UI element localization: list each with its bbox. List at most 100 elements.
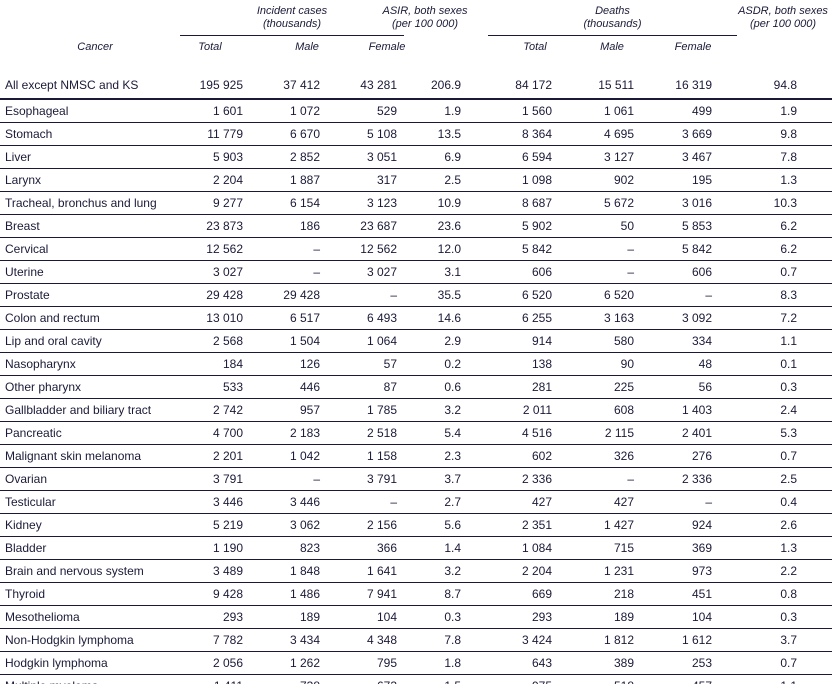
value-cell: 3 434: [245, 628, 322, 652]
value-cell: 29 428: [245, 283, 322, 307]
cancer-name-cell: Pancreatic: [0, 421, 168, 445]
value-cell: 23 873: [168, 214, 245, 238]
value-cell: 457: [638, 674, 716, 684]
value-cell: 451: [638, 582, 716, 606]
value-cell: 29 428: [168, 283, 245, 307]
value-cell: 5 842: [638, 237, 716, 261]
table-row: Mesothelioma 293 189 104 0.3 293 189 104 0.3: [0, 605, 832, 629]
value-cell: –: [245, 260, 322, 284]
value-cell: 518: [556, 674, 638, 684]
value-cell: 6.2: [716, 237, 832, 261]
value-cell: 2.5: [399, 168, 465, 192]
value-cell: 2 401: [638, 421, 716, 445]
cancer-name-cell: Prostate: [0, 283, 168, 307]
value-cell: 580: [556, 329, 638, 353]
table-row: Cervical 12 562–12 562 12.0 5 842–5 842 6.2: [0, 237, 832, 261]
value-cell: 669: [465, 582, 556, 606]
value-cell: –: [556, 260, 638, 284]
value-cell: 2 011: [465, 398, 556, 422]
cancer-name-cell: Esophageal: [0, 99, 168, 123]
value-cell: 1 812: [556, 628, 638, 652]
group-header-incident-cases: Incident cases (thousands): [180, 5, 404, 36]
value-cell: 3 092: [638, 306, 716, 330]
value-cell: 3 446: [245, 490, 322, 514]
group-header-incident-line1: Incident cases: [256, 5, 328, 17]
value-cell: 0.7: [716, 444, 832, 468]
group-header-asir-line2: (per 100 000): [391, 18, 459, 30]
value-cell: 12.0: [399, 237, 465, 261]
value-cell: 13.5: [399, 122, 465, 146]
cancer-name-cell: Testicular: [0, 490, 168, 514]
group-header-asdr-line1: ASDR, both sexes: [738, 5, 828, 17]
value-cell: 1 785: [322, 398, 399, 422]
value-cell: 924: [638, 513, 716, 537]
value-cell: 3 791: [168, 467, 245, 491]
value-cell: 12 562: [168, 237, 245, 261]
value-cell: 1 042: [245, 444, 322, 468]
value-cell: 87: [322, 375, 399, 399]
value-cell: 366: [322, 536, 399, 560]
cancer-name-cell: Hodgkin lymphoma: [0, 651, 168, 675]
value-cell: 195 925: [168, 62, 245, 100]
cancer-name-cell: Liver: [0, 145, 168, 169]
value-cell: 7 941: [322, 582, 399, 606]
value-cell: 823: [245, 536, 322, 560]
value-cell: 10.9: [399, 191, 465, 215]
value-cell: 57: [322, 352, 399, 376]
value-cell: 715: [556, 536, 638, 560]
value-cell: 1 486: [245, 582, 322, 606]
value-cell: 1.4: [399, 536, 465, 560]
value-cell: 1 084: [465, 536, 556, 560]
value-cell: 6 594: [465, 145, 556, 169]
value-cell: 3 016: [638, 191, 716, 215]
value-cell: 138: [465, 352, 556, 376]
value-cell: 94.8: [716, 62, 832, 100]
cancer-name-cell: Uterine: [0, 260, 168, 284]
value-cell: 1 848: [245, 559, 322, 583]
value-cell: 1 403: [638, 398, 716, 422]
value-cell: 4 700: [168, 421, 245, 445]
value-cell: 13 010: [168, 306, 245, 330]
value-cell: 6 493: [322, 306, 399, 330]
value-cell: 2.7: [399, 490, 465, 514]
value-cell: 8 364: [465, 122, 556, 146]
value-cell: 1 411: [168, 674, 245, 684]
value-cell: 9 277: [168, 191, 245, 215]
value-cell: 3 062: [245, 513, 322, 537]
table-row: Non-Hodgkin lymphoma 7 782 3 434 4 348 7.8 3 …: [0, 628, 832, 652]
value-cell: 6 517: [245, 306, 322, 330]
cancer-name-cell: Lip and oral cavity: [0, 329, 168, 353]
value-cell: 5 853: [638, 214, 716, 238]
value-cell: 326: [556, 444, 638, 468]
value-cell: 1 262: [245, 651, 322, 675]
table-row: Hodgkin lymphoma 2 056 1 262 795 1.8 643 389 25…: [0, 651, 832, 675]
value-cell: 1.8: [399, 651, 465, 675]
value-cell: 6 670: [245, 122, 322, 146]
table-row: Ovarian 3 791–3 791 3.7 2 336–2 336 2.5: [0, 467, 832, 491]
value-cell: 253: [638, 651, 716, 675]
value-cell: 3 669: [638, 122, 716, 146]
value-cell: 3 791: [322, 467, 399, 491]
table-row: Other pharynx 533 446 87 0.6 281 225 56 0.3: [0, 375, 832, 399]
value-cell: 293: [168, 605, 245, 629]
value-cell: 0.4: [716, 490, 832, 514]
table-row: All except NMSC and KS 195 925 37 412 43 28…: [0, 62, 832, 100]
column-header-incident-total: Total: [198, 41, 222, 53]
cancer-name-cell: Tracheal, bronchus and lung: [0, 191, 168, 215]
value-cell: 23 687: [322, 214, 399, 238]
value-cell: 2 056: [168, 651, 245, 675]
value-cell: 6 520: [556, 283, 638, 307]
value-cell: 1.9: [716, 99, 832, 123]
value-cell: 225: [556, 375, 638, 399]
value-cell: 2 201: [168, 444, 245, 468]
value-cell: 3.1: [399, 260, 465, 284]
value-cell: 1 064: [322, 329, 399, 353]
value-cell: 914: [465, 329, 556, 353]
cancer-name-cell: Kidney: [0, 513, 168, 537]
value-cell: –: [638, 283, 716, 307]
value-cell: 14.6: [399, 306, 465, 330]
cancer-name-cell: Ovarian: [0, 467, 168, 491]
table-body: All except NMSC and KS 195 925 37 412 43 28…: [0, 62, 832, 684]
table-row: Tracheal, bronchus and lung 9 277 6 154 3 1…: [0, 191, 832, 215]
